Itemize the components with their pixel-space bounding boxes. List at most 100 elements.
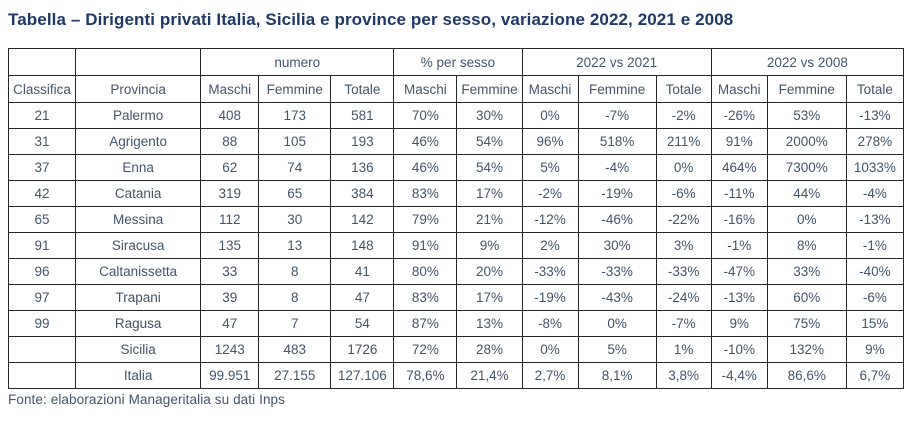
value-cell: 13% [456,310,523,337]
value-cell: -43% [577,284,657,311]
value-cell: 74 [258,154,332,181]
group-header-cell [75,48,202,76]
value-cell: 6,7% [845,362,905,389]
page-title: Tabella – Dirigenti privati Italia, Sici… [8,10,734,29]
value-cell: 0% [655,154,712,181]
value-cell: 105 [258,128,332,155]
value-cell: 3,8% [655,362,712,389]
column-header-cell: Femmine [766,75,847,103]
group-header-cell: 2022 vs 2021 [521,48,712,76]
value-cell: 319 [200,180,260,207]
value-cell: 8 [258,258,332,285]
table-row: 31 Agrigento 88 105 193 46% 54% 96% 518% 211% 91% 2… [7,128,905,155]
value-cell: -47% [710,258,768,285]
value-cell: 193 [330,128,395,155]
table-row: 99 Ragusa 47 7 54 87% 13% -8% 0% -7% 9% 75% 15% [7,310,905,337]
value-cell: 127.106 [330,362,395,389]
source-note: Fonte: elaborazioni Manageritalia su dat… [8,392,286,407]
value-cell: 142 [330,206,395,233]
value-cell: 30% [456,102,523,129]
value-cell: 132% [766,336,847,363]
value-cell: 13 [258,232,332,259]
table-row: 21 Palermo 408 173 581 70% 30% 0% -7% -2% -26% 53% -… [7,102,905,129]
value-cell: 518% [577,128,657,155]
value-cell: 0% [766,206,847,233]
value-cell: -33% [655,258,712,285]
table-row: 96 Caltanissetta 33 8 41 80% 20% -33% -33% -33% -4… [7,258,905,285]
value-cell: -2% [655,102,712,129]
value-cell: 136 [330,154,395,181]
value-cell: 464% [710,154,768,181]
value-cell: 135 [200,232,260,259]
column-header-cell: Femmine [577,75,657,103]
value-cell: 1% [655,336,712,363]
value-cell: 8 [258,284,332,311]
value-cell: 91% [393,232,458,259]
value-cell: 21,4% [456,362,523,389]
column-header-cell: Maschi [200,75,260,103]
value-cell: 5% [521,154,579,181]
value-cell: -10% [710,336,768,363]
value-cell: 581 [330,102,395,129]
value-cell: 83% [393,180,458,207]
value-cell: 7300% [766,154,847,181]
value-cell: 112 [200,206,260,233]
value-cell: 54% [456,128,523,155]
rank-cell: 31 [7,128,77,155]
value-cell: 0% [521,102,579,129]
page: Tabella – Dirigenti privati Italia, Sici… [7,10,905,407]
value-cell: 384 [330,180,395,207]
value-cell: 15% [845,310,905,337]
value-cell: -22% [655,206,712,233]
column-header-cell: Provincia [75,75,202,103]
rank-cell [7,362,77,389]
group-header-cell: numero [200,48,395,76]
province-cell: Catania [75,180,202,207]
value-cell: 8,1% [577,362,657,389]
value-cell: 65 [258,180,332,207]
rank-cell: 21 [7,102,77,129]
value-cell: 91% [710,128,768,155]
value-cell: 46% [393,154,458,181]
value-cell: 0% [521,336,579,363]
value-cell: 62 [200,154,260,181]
column-header-cell: Femmine [456,75,523,103]
value-cell: 211% [655,128,712,155]
value-cell: 70% [393,102,458,129]
column-header-cell: Maschi [393,75,458,103]
rank-cell: 37 [7,154,77,181]
table-head: numero% per sesso 2022 vs 2021 2022 vs 200… [7,48,905,103]
table-row: 97 Trapani 39 8 47 83% 17% -19% -43% -24% -13% 60% -… [7,284,905,311]
value-cell: 17% [456,284,523,311]
value-cell: 1243 [200,336,260,363]
value-cell: 5% [577,336,657,363]
value-cell: 0% [577,310,657,337]
column-header-cell: Maschi [521,75,579,103]
province-cell: Italia [75,362,202,389]
value-cell: 33% [766,258,847,285]
value-cell: 1726 [330,336,395,363]
value-cell: 72% [393,336,458,363]
province-cell: Agrigento [75,128,202,155]
table-row: 42 Catania 319 65 384 83% 17% -2% -19% -6% -11% 44%… [7,180,905,207]
value-cell: -6% [655,180,712,207]
value-cell: 148 [330,232,395,259]
column-header-cell: Femmine [258,75,332,103]
value-cell: 39 [200,284,260,311]
group-header-cell: 2022 vs 2008 [710,48,905,76]
value-cell: -19% [521,284,579,311]
value-cell: -13% [845,102,905,129]
value-cell: 44% [766,180,847,207]
value-cell: 86,6% [766,362,847,389]
value-cell: -7% [655,310,712,337]
rank-cell [7,336,77,363]
column-header-row: Classifica Provincia Maschi Femmine Totale Ma… [7,75,905,103]
column-header-cell: Totale [330,75,395,103]
value-cell: -8% [521,310,579,337]
value-cell: 2,7% [521,362,579,389]
table-row: 37 Enna 62 74 136 46% 54% 5% -4% 0% 464% 7300% 1033% [7,154,905,181]
province-cell: Sicilia [75,336,202,363]
value-cell: 28% [456,336,523,363]
value-cell: -13% [710,284,768,311]
value-cell: 54% [456,154,523,181]
